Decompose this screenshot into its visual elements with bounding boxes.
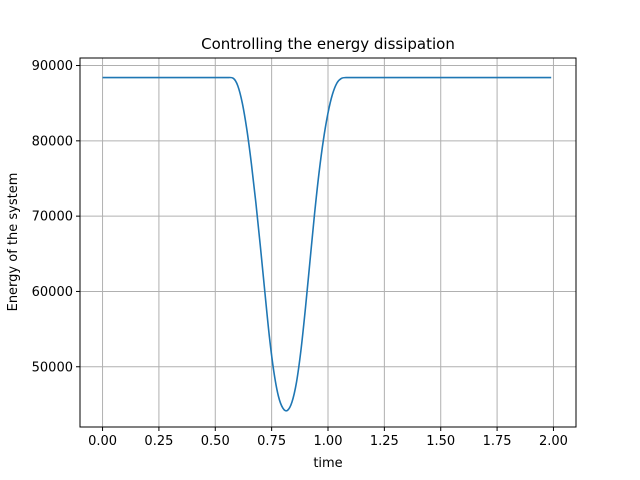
x-tick-label: 1.00: [314, 434, 343, 449]
grid: [80, 58, 576, 427]
x-tick-label: 0.00: [88, 434, 117, 449]
y-tick-label: 50000: [32, 360, 73, 375]
y-axis-label: Energy of the system: [6, 173, 21, 312]
x-tick-label: 0.50: [201, 434, 230, 449]
x-axis: 0.00 0.25 0.50 0.75 1.00 1.25 1.50 1.75 2.00: [88, 427, 568, 449]
x-tick-label: 0.75: [257, 434, 286, 449]
x-tick-label: 0.25: [144, 434, 173, 449]
y-tick-label: 80000: [32, 134, 73, 149]
series-layer: [102, 76, 552, 412]
x-tick-label: 1.50: [426, 434, 455, 449]
x-tick-label: 2.00: [539, 434, 568, 449]
y-tick-label: 70000: [32, 210, 73, 225]
y-tick-label: 60000: [32, 285, 73, 300]
x-tick-label: 1.25: [370, 434, 399, 449]
x-tick-label: 1.75: [483, 434, 512, 449]
y-axis: 50000 60000 70000 80000 90000: [32, 59, 80, 375]
x-axis-label: time: [313, 456, 342, 471]
series-line: [102, 76, 552, 412]
chart-title: Controlling the energy dissipation: [201, 35, 455, 53]
y-tick-label: 90000: [32, 59, 73, 74]
